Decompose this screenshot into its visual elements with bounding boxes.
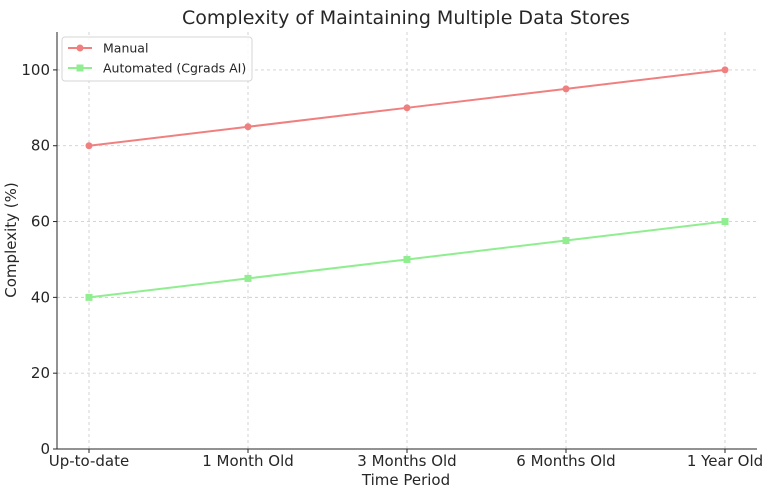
legend-box [61,36,253,82]
data-point-automated-cgrads-ai-0 [85,293,93,301]
y-tick-label-20: 20 [31,364,50,382]
legend-marker-manual [76,44,84,52]
x-tick-label-3-months-old: 3 Months Old [357,452,456,470]
data-point-automated-cgrads-ai-1 [244,274,252,282]
x-axis-label: Time Period [361,471,450,489]
y-tick-label-0: 0 [40,440,50,458]
y-ticks: 0 20 40 60 80 100 [21,61,57,458]
series [85,66,729,301]
y-axis-label: Complexity (%) [2,182,20,297]
data-point-manual-2 [403,104,411,112]
x-tick-label-1-month-old: 1 Month Old [202,452,294,470]
y-tick-label-100: 100 [21,61,50,79]
legend-label-manual: Manual [103,41,148,56]
x-tick-label-1-year-old: 1 Year Old [687,452,763,470]
grid [57,32,757,450]
legend-label-automated: Automated (Cgrads AI) [103,61,246,76]
data-point-manual-3 [562,85,570,93]
x-tick-label-6-months-old: 6 Months Old [516,452,615,470]
data-point-automated-cgrads-ai-4 [721,218,729,226]
y-tick-label-60: 60 [31,213,50,231]
x-tick-label-up-to-date: Up-to-date [49,452,130,470]
x-ticks: Up-to-date 1 Month Old 3 Months Old 6 Month… [49,449,763,470]
data-point-automated-cgrads-ai-3 [562,237,570,244]
data-point-automated-cgrads-ai-2 [403,255,411,263]
chart-title: Complexity of Maintaining Multiple Data … [182,7,630,29]
data-point-manual-4 [721,66,729,74]
legend-marker-automated [76,64,84,72]
legend: Manual Automated (Cgrads AI) [61,36,253,82]
data-point-manual-0 [85,142,93,150]
y-tick-label-80: 80 [31,137,50,155]
y-tick-label-40: 40 [31,288,50,306]
data-point-manual-1 [244,123,252,131]
